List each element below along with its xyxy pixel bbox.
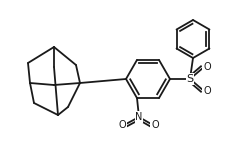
Text: O: O — [203, 86, 211, 96]
Text: N: N — [135, 112, 143, 122]
Text: O: O — [203, 62, 211, 72]
Text: S: S — [186, 74, 194, 84]
Text: O: O — [118, 120, 126, 130]
Text: O: O — [151, 120, 159, 130]
